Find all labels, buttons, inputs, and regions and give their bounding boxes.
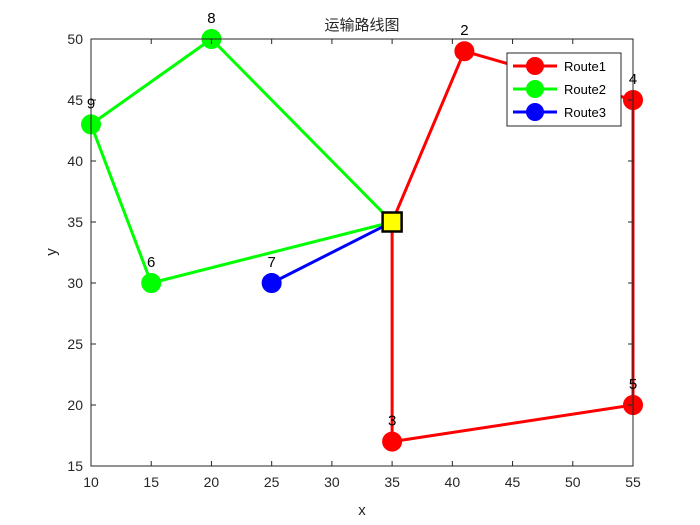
x-tick-label: 30 (324, 474, 340, 490)
legend-marker-route3 (526, 103, 544, 121)
x-axis-label: x (358, 502, 366, 519)
point-label: 4 (629, 71, 637, 88)
y-tick-label: 30 (67, 275, 83, 291)
point-label: 9 (87, 95, 95, 112)
y-tick-label: 15 (67, 458, 83, 474)
y-tick-label: 50 (67, 31, 83, 47)
point-label: 7 (267, 254, 275, 271)
chart-title: 运输路线图 (324, 16, 399, 34)
series-point-route2 (141, 273, 162, 293)
y-axis-label: y (43, 248, 60, 256)
point-label: 2 (460, 22, 468, 39)
y-tick-label: 20 (67, 397, 83, 413)
y-tick-label: 45 (67, 92, 83, 108)
point-labels-layer: 2 3 4 5 6 7 8 9 (87, 10, 637, 430)
legend: Route1 Route2 Route3 (506, 52, 622, 127)
point-label: 6 (147, 254, 155, 271)
legend-marker-route1 (526, 57, 544, 75)
x-tick-label: 40 (445, 474, 461, 490)
y-tick-label: 40 (67, 153, 83, 169)
x-tick-label: 55 (625, 474, 641, 490)
x-tick-label: 15 (143, 474, 159, 490)
series-line-route3 (270, 220, 393, 285)
x-tick-label: 20 (204, 474, 220, 490)
legend-label-route2: Route2 (564, 82, 606, 97)
axes-box (90, 38, 634, 467)
depot-marker (381, 211, 403, 233)
x-tick-label: 10 (83, 474, 99, 490)
x-tick-label: 25 (264, 474, 280, 490)
series-point-route1 (382, 431, 403, 452)
point-label: 3 (388, 413, 396, 430)
y-tick-label: 35 (67, 214, 83, 230)
y-tick-label: 25 (67, 336, 83, 352)
legend-label-route3: Route3 (564, 105, 606, 120)
legend-marker-route2 (526, 80, 544, 98)
series-point-route3 (261, 273, 282, 293)
x-tick-label: 50 (565, 474, 581, 490)
point-label: 8 (207, 10, 215, 27)
legend-label-route1: Route1 (564, 59, 606, 74)
x-tick-label: 35 (384, 474, 400, 490)
series-point-route1 (454, 41, 475, 62)
point-label: 5 (629, 376, 637, 393)
x-tick-label: 45 (505, 474, 521, 490)
